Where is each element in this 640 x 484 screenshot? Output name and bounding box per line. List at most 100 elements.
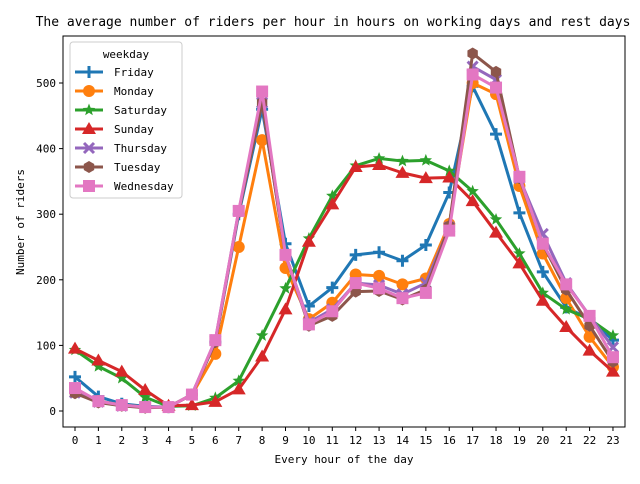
circle-marker bbox=[396, 278, 409, 291]
plus-marker bbox=[326, 281, 339, 294]
x-tick-label: 21 bbox=[560, 434, 573, 447]
hexagon-marker bbox=[467, 47, 478, 60]
triangle-marker bbox=[605, 364, 620, 377]
triangle-marker bbox=[184, 398, 199, 411]
x-tick-label: 10 bbox=[302, 434, 315, 447]
chart-title: The average number of riders per hour in… bbox=[36, 15, 631, 30]
x-tick-label: 7 bbox=[235, 434, 242, 447]
triangle-marker bbox=[582, 343, 597, 356]
circle-marker bbox=[256, 134, 269, 147]
star-marker bbox=[396, 154, 409, 167]
plus-marker bbox=[83, 66, 95, 78]
x-tick-label: 11 bbox=[326, 434, 339, 447]
triangle-marker bbox=[535, 293, 550, 306]
square-marker bbox=[115, 399, 128, 412]
square-marker bbox=[69, 382, 81, 395]
star-marker bbox=[232, 374, 245, 387]
star-marker bbox=[255, 329, 269, 341]
x-tick-label: 14 bbox=[396, 434, 410, 447]
x-tick-label: 23 bbox=[606, 434, 619, 447]
hexagon-marker bbox=[490, 65, 502, 78]
circle-marker bbox=[583, 330, 596, 343]
plus-marker bbox=[536, 265, 549, 278]
x-tick-label: 1 bbox=[95, 434, 102, 447]
square-marker bbox=[513, 170, 526, 183]
square-marker bbox=[302, 318, 315, 331]
plus-marker bbox=[373, 246, 386, 259]
star-marker bbox=[560, 302, 573, 315]
square-marker bbox=[606, 351, 619, 364]
series-wednesday bbox=[69, 68, 619, 414]
square-marker bbox=[92, 395, 105, 408]
legend-label: Wednesday bbox=[114, 180, 174, 193]
square-marker bbox=[490, 81, 503, 94]
triangle-marker bbox=[418, 171, 433, 184]
triangle-marker bbox=[301, 234, 316, 247]
x-tick-label: 22 bbox=[583, 434, 596, 447]
square-marker bbox=[536, 237, 549, 250]
star-marker bbox=[489, 212, 503, 225]
legend-label: Monday bbox=[114, 85, 154, 98]
square-marker bbox=[83, 180, 95, 192]
square-marker bbox=[443, 224, 456, 237]
square-marker bbox=[326, 305, 339, 318]
square-marker bbox=[256, 85, 269, 98]
triangle-marker bbox=[82, 122, 96, 134]
x-tick-label: 2 bbox=[118, 434, 125, 447]
square-marker bbox=[583, 309, 596, 322]
star-marker bbox=[115, 371, 128, 384]
triangle-marker bbox=[512, 256, 527, 269]
plus-marker bbox=[513, 206, 526, 219]
square-marker bbox=[349, 277, 362, 290]
circle-marker bbox=[83, 85, 95, 97]
square-marker bbox=[162, 401, 175, 414]
triangle-marker bbox=[138, 383, 153, 396]
legend-label: Sunday bbox=[114, 123, 154, 136]
plus-marker bbox=[490, 128, 503, 141]
square-marker bbox=[419, 286, 432, 299]
star-marker bbox=[419, 153, 433, 166]
y-axis-label: Number of riders bbox=[14, 169, 27, 275]
legend-label: Thursday bbox=[114, 142, 167, 155]
x-tick-label: 3 bbox=[142, 434, 149, 447]
square-marker bbox=[209, 334, 222, 347]
star-marker bbox=[138, 390, 152, 403]
triangle-marker bbox=[231, 382, 246, 395]
plus-marker bbox=[396, 254, 409, 267]
x-tick-label: 18 bbox=[489, 434, 502, 447]
star-marker bbox=[92, 359, 105, 372]
triangle-marker bbox=[559, 320, 574, 333]
square-marker bbox=[232, 204, 245, 217]
y-tick-label: 200 bbox=[36, 274, 56, 287]
legend-label: Tuesday bbox=[114, 161, 161, 174]
triangle-marker bbox=[395, 165, 410, 178]
x-tick-label: 9 bbox=[282, 434, 289, 447]
y-tick-label: 100 bbox=[36, 339, 56, 352]
square-marker bbox=[373, 282, 386, 295]
star-marker bbox=[466, 184, 479, 197]
triangle-marker bbox=[68, 341, 82, 354]
plus-marker bbox=[419, 239, 432, 252]
star-marker bbox=[606, 329, 620, 341]
x-tick-label: 0 bbox=[72, 434, 79, 447]
x-tick-label: 8 bbox=[259, 434, 266, 447]
circle-marker bbox=[373, 269, 386, 282]
square-marker bbox=[139, 401, 152, 414]
x-tick-label: 15 bbox=[419, 434, 432, 447]
triangle-marker bbox=[465, 194, 480, 207]
x-tick-label: 16 bbox=[443, 434, 456, 447]
square-marker bbox=[279, 248, 292, 261]
triangle-marker bbox=[208, 394, 223, 407]
legend-label: Friday bbox=[114, 66, 154, 79]
y-tick-label: 400 bbox=[36, 143, 56, 156]
triangle-marker bbox=[348, 159, 363, 172]
legend: weekday Friday Monday Saturday Sunday Thursda… bbox=[69, 41, 183, 199]
star-marker bbox=[326, 189, 339, 202]
star-marker bbox=[536, 286, 549, 299]
triangle-marker bbox=[442, 170, 457, 183]
triangle-marker bbox=[91, 353, 106, 366]
star-marker bbox=[279, 281, 292, 294]
circle-marker bbox=[232, 241, 245, 253]
square-marker bbox=[396, 292, 409, 305]
x-tick-label: 17 bbox=[466, 434, 479, 447]
